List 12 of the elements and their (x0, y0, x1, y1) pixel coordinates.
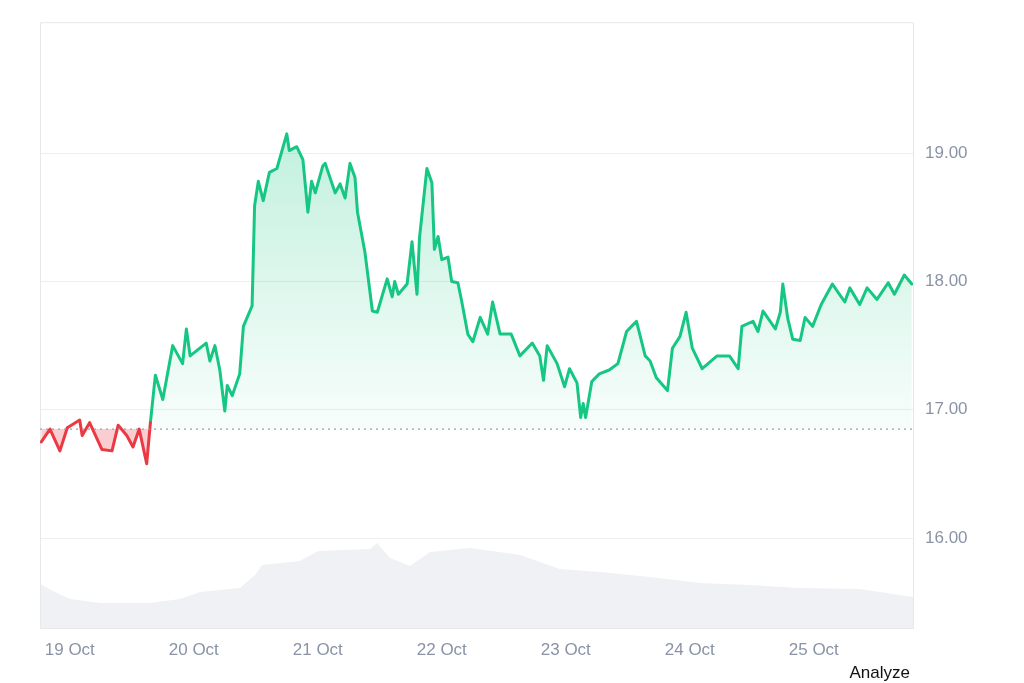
x-tick-label: 24 Oct (664, 639, 716, 659)
y-tick-label: 16.00 (925, 527, 968, 547)
y-tick-label: 18.00 (925, 271, 968, 291)
x-tick-label: 20 Oct (168, 639, 220, 659)
x-tick-label: 19 Oct (44, 639, 96, 659)
y-tick-label: 17.00 (925, 399, 968, 419)
x-tick-label: 22 Oct (416, 639, 468, 659)
x-tick-label: 23 Oct (540, 639, 592, 659)
x-tick-label: 25 Oct (788, 639, 840, 659)
text: Analyze (849, 663, 910, 683)
y-tick-label: 19.00 (925, 142, 968, 162)
x-tick-label: 21 Oct (292, 639, 344, 659)
